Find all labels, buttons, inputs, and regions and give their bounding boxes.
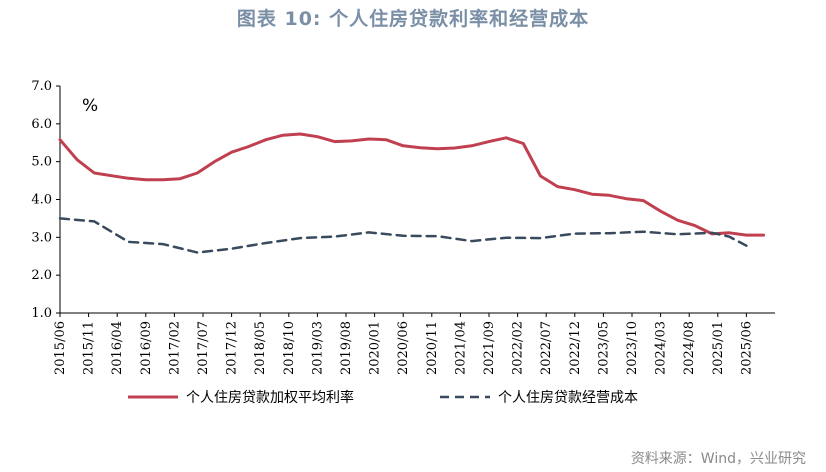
x-tick-label: 2024/03 [654,321,669,375]
legend-label-2: 个人住房贷款经营成本 [498,390,638,406]
x-tick-label: 2021/09 [482,321,497,375]
x-tick-label: 2025/06 [739,321,754,375]
x-tick-label: 2019/03 [310,321,325,375]
x-tick-label: 2017/02 [167,321,182,375]
legend: 个人住房贷款加权平均利率 个人住房贷款经营成本 [128,389,638,406]
x-tick-label: 2015/11 [82,321,97,375]
x-tick-label: 2020/11 [425,321,440,375]
figure-title: 图表 10: 个人住房贷款利率和经营成本 [236,8,590,30]
x-tick-label: 2022/02 [511,321,526,375]
x-tick-label: 2022/07 [539,321,554,375]
x-tick-label: 2017/07 [196,321,211,375]
y-tick-label: 5.0 [31,155,52,170]
x-tick-label: 2020/06 [396,321,411,375]
y-tick-label: 3.0 [31,230,52,245]
series-line-2 [58,217,748,254]
legend-label-1: 个人住房贷款加权平均利率 [186,389,354,406]
x-tick-label: 2024/08 [682,321,697,375]
x-tick-label: 2025/01 [711,321,726,375]
x-tick-label: 2015/06 [53,321,68,375]
y-tick-label: 2.0 [31,268,52,283]
unit-label: % [82,96,98,116]
y-tick-label: 4.0 [31,193,52,208]
y-tick-label: 6.0 [31,117,52,132]
x-tick-label: 2016/09 [139,321,154,375]
x-tick-label: 2017/12 [225,321,240,375]
axes: 1.0 2.0 3.0 4.0 5.0 6.0 7.0 2015/06 2015/11 2016/… [31,79,775,375]
series-line-1 [58,132,766,237]
y-tick-label: 1.0 [31,306,52,321]
x-tick-label: 2019/08 [339,321,354,375]
x-tick-label: 2020/01 [368,321,383,375]
x-tick-label: 2023/10 [625,321,640,375]
x-tick-label: 2018/10 [282,321,297,375]
x-tick-label: 2023/05 [596,321,611,375]
y-tick-label: 7.0 [31,79,52,94]
x-tick-label: 2022/12 [568,321,583,375]
x-tick-label: 2018/05 [253,321,268,375]
x-tick-label: 2016/04 [110,321,125,375]
series-layer [58,132,766,254]
x-tick-label: 2021/04 [453,321,468,375]
source-note: 资料来源：Wind，兴业研究 [630,451,806,467]
